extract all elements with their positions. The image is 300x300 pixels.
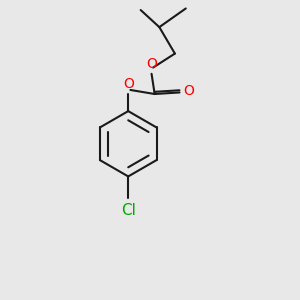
Text: O: O [146, 57, 157, 71]
Text: O: O [184, 84, 194, 98]
Text: Cl: Cl [121, 203, 136, 218]
Text: O: O [123, 77, 134, 91]
